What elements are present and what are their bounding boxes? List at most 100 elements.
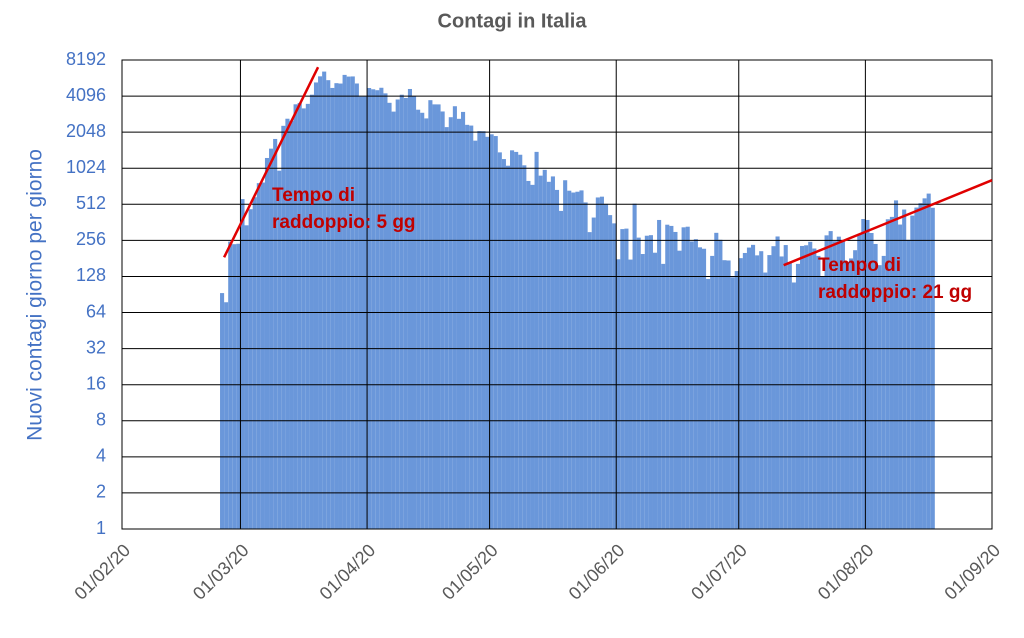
- bar: [930, 207, 935, 530]
- bar: [240, 199, 245, 529]
- bar: [669, 225, 674, 529]
- x-tick-label: 01/06/20: [565, 540, 629, 604]
- bar: [424, 118, 429, 530]
- bar: [289, 120, 294, 529]
- bar: [497, 152, 502, 529]
- y-tick-label: 1: [96, 518, 106, 538]
- bar: [264, 157, 270, 529]
- bar: [220, 293, 225, 529]
- y-tick-label: 4096: [66, 85, 106, 105]
- bar: [383, 93, 388, 529]
- bar: [387, 102, 392, 530]
- y-tick-label: 32: [86, 337, 106, 357]
- bar: [354, 83, 359, 530]
- bar: [922, 198, 927, 530]
- plot-border: [121, 59, 993, 530]
- bar: [391, 111, 396, 529]
- bar: [554, 189, 560, 529]
- bar: [538, 175, 543, 529]
- bar: [844, 261, 850, 529]
- bar: [824, 235, 829, 529]
- bar: [522, 165, 527, 529]
- bar: [326, 80, 331, 529]
- bar: [546, 181, 551, 529]
- bar: [828, 231, 833, 529]
- bar: [469, 125, 474, 530]
- bar: [636, 237, 641, 529]
- bar: [689, 241, 694, 529]
- bar: [640, 254, 645, 529]
- bar: [420, 112, 425, 530]
- bar: [775, 236, 780, 529]
- bar: [881, 255, 886, 530]
- bar: [403, 97, 408, 529]
- bar: [722, 260, 727, 529]
- bar: [244, 225, 249, 529]
- annotation: Tempo di: [818, 255, 901, 276]
- bar: [510, 150, 515, 529]
- y-tick-label: 2048: [66, 121, 106, 141]
- y-tick-label: 8: [96, 410, 106, 430]
- bar: [652, 252, 658, 530]
- y-tick-label: 128: [76, 265, 106, 285]
- bar: [248, 209, 253, 529]
- bar: [665, 224, 670, 529]
- bar: [791, 282, 796, 529]
- bar: [224, 302, 229, 529]
- bar: [632, 203, 637, 529]
- bar: [926, 193, 931, 529]
- bar: [444, 127, 449, 529]
- bar: [685, 226, 690, 529]
- bar: [530, 184, 535, 529]
- bar: [673, 231, 678, 529]
- bar: [583, 202, 588, 529]
- bar: [710, 255, 715, 530]
- x-tick-label: 01/08/20: [814, 540, 878, 604]
- bar: [661, 263, 666, 529]
- bar: [338, 83, 343, 529]
- bar: [816, 255, 821, 530]
- bar: [763, 272, 768, 529]
- bar: [734, 271, 739, 529]
- bar: [367, 88, 372, 529]
- bar: [277, 170, 282, 529]
- bar: [657, 219, 662, 529]
- bar: [485, 136, 490, 529]
- bar: [787, 261, 792, 529]
- bar: [436, 104, 441, 529]
- bar: [416, 109, 421, 529]
- y-tick-label: 8192: [66, 49, 106, 69]
- bar: [465, 124, 470, 529]
- trend-line: [222, 66, 320, 258]
- bar: [395, 99, 400, 530]
- bar: [804, 245, 809, 529]
- bar: [550, 176, 555, 529]
- bar: [297, 102, 302, 529]
- bar: [714, 232, 719, 529]
- bar: [489, 134, 494, 530]
- bar: [461, 111, 466, 529]
- bar: [313, 82, 319, 529]
- annotation: Tempo di: [272, 185, 355, 206]
- bar: [428, 100, 433, 529]
- bar: [407, 88, 412, 529]
- bar: [808, 241, 813, 529]
- y-axis-label: Nuovi contagi giorno per giorno: [24, 149, 47, 441]
- bar: [305, 103, 310, 529]
- bar: [608, 215, 613, 529]
- bar: [599, 196, 604, 529]
- bar: [795, 263, 801, 529]
- bar: [697, 247, 702, 529]
- bar: [350, 76, 355, 529]
- bar: [885, 219, 890, 529]
- bar: [301, 108, 306, 529]
- bar: [677, 250, 682, 529]
- bar: [681, 227, 686, 530]
- x-tick-label: 01/09/20: [940, 540, 1004, 604]
- bar: [918, 203, 923, 530]
- bar: [746, 247, 752, 529]
- bar: [432, 104, 437, 529]
- bar: [755, 255, 760, 529]
- bar: [473, 140, 478, 529]
- bar: [514, 151, 519, 530]
